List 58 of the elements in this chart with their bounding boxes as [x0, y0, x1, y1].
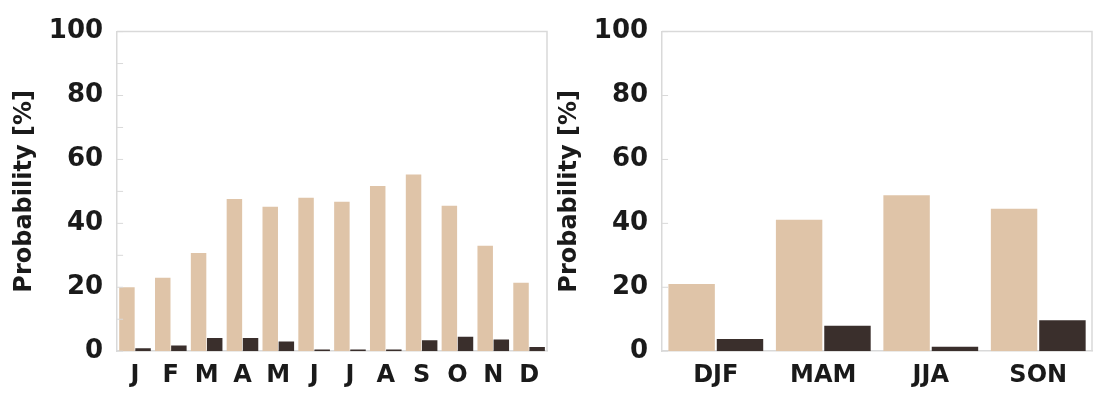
bar: [477, 245, 493, 352]
bar: [298, 197, 314, 352]
bar: [775, 219, 823, 352]
bar: [119, 287, 135, 352]
x-tick-label: O: [447, 359, 468, 388]
x-tick-label: N: [483, 359, 504, 388]
bar: [226, 199, 243, 352]
y-tick-label: 0: [629, 333, 649, 364]
x-tick-label: F: [162, 359, 180, 388]
bar: [278, 341, 295, 352]
y-tick-label: 100: [593, 14, 649, 45]
y-axis-title: Probability [%]: [553, 90, 582, 293]
bar: [441, 205, 458, 352]
y-tick-label: 80: [611, 78, 649, 109]
bar: [493, 339, 510, 352]
y-tick-label: 20: [611, 270, 649, 301]
x-tick-label: MAM: [790, 359, 857, 388]
y-tick-label: 40: [611, 206, 649, 237]
y-tick-label: 100: [48, 14, 104, 45]
bar: [155, 277, 171, 352]
bar: [369, 185, 386, 352]
x-tick-label: A: [376, 359, 396, 388]
y-tick-label: 40: [66, 206, 104, 237]
bar: [334, 201, 350, 352]
y-axis-title: Probability [%]: [8, 90, 37, 293]
bar: [206, 338, 223, 352]
x-tick-label: JJA: [910, 359, 950, 388]
y-tick-label: 80: [66, 78, 104, 109]
bar: [242, 338, 259, 352]
x-tick-label: A: [233, 359, 253, 388]
bar: [668, 284, 715, 352]
x-tick-label: SON: [1009, 359, 1068, 388]
y-tick-label: 0: [84, 333, 104, 364]
x-tick-label: J: [128, 359, 140, 388]
x-tick-label: M: [266, 359, 291, 388]
x-tick-label: J: [343, 359, 355, 388]
x-tick-label: DJF: [693, 359, 739, 388]
bar: [171, 345, 187, 352]
y-tick-label: 60: [611, 142, 649, 173]
x-tick-label: D: [519, 359, 540, 388]
bar: [716, 339, 764, 352]
bar: [135, 348, 151, 352]
bar: [190, 253, 207, 352]
bar: [883, 195, 930, 352]
bar: [457, 336, 474, 352]
x-tick-label: J: [307, 359, 319, 388]
bar: [513, 282, 529, 352]
bar: [405, 174, 422, 352]
y-tick-label: 20: [66, 270, 104, 301]
x-tick-label: M: [194, 359, 219, 388]
bar: [824, 325, 871, 352]
bar: [1039, 320, 1086, 352]
y-tick-label: 60: [66, 142, 104, 173]
x-tick-label: S: [412, 359, 431, 388]
bar: [529, 347, 545, 352]
bar: [421, 340, 438, 352]
bar: [262, 206, 278, 352]
bar: [990, 208, 1038, 352]
